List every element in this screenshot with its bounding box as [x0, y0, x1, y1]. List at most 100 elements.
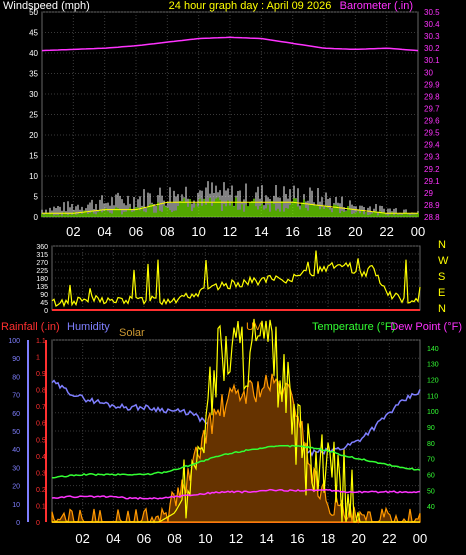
humidity-tick-label: 80 [12, 374, 20, 381]
barometer-line [41, 36, 419, 52]
temperature-tick-label: 90 [427, 425, 435, 432]
hour-label: 04 [106, 531, 120, 546]
rain-tick-label: 1 [36, 355, 40, 362]
y2-tick-label: 29.4 [424, 141, 440, 150]
y-tick-label: 45 [29, 29, 38, 38]
solar-label: Solar [119, 327, 145, 339]
hour-label: 12 [229, 531, 243, 546]
y2-tick-label: 29.5 [424, 129, 440, 138]
dew-point-line [51, 488, 421, 500]
y-tick-label: 15 [29, 152, 38, 161]
y2-tick-label: 29.8 [424, 92, 440, 101]
temperature-tick-label: 50 [427, 488, 435, 495]
hour-label: 02 [75, 531, 89, 546]
compass-label: E [438, 287, 445, 299]
temperature-label: Temperature (°F) [312, 321, 395, 333]
rain-tick-label: 0.8 [36, 388, 46, 395]
humidity-tick-label: 60 [12, 411, 20, 418]
hour-label: 16 [285, 224, 299, 239]
y2-tick-label: 29.7 [424, 104, 440, 113]
direction-tick-label: 270 [36, 260, 48, 267]
temperature-tick-label: 130 [427, 362, 439, 369]
hour-label: 18 [317, 224, 331, 239]
rain-tick-label: 0 [36, 520, 40, 527]
rain-tick-label: 0.2 [36, 487, 46, 494]
humidity-tick-label: 90 [12, 356, 20, 363]
y-tick-label: 35 [29, 70, 38, 79]
uv-line [52, 318, 420, 523]
direction-tick-label: 135 [36, 284, 48, 291]
y-tick-label: 0 [34, 213, 39, 222]
y2-tick-label: 29.2 [424, 165, 440, 174]
y2-tick-label: 29.9 [424, 80, 440, 89]
hour-label: 02 [66, 224, 80, 239]
hour-label: 10 [191, 224, 205, 239]
rain-tick-label: 0.5 [36, 437, 46, 444]
y2-tick-label: 29.1 [424, 177, 440, 186]
compass-label: S [438, 271, 445, 283]
temperature-tick-label: 80 [427, 441, 435, 448]
y2-tick-label: 28.9 [424, 201, 440, 210]
windspeed-label: Windspeed (mph) [3, 0, 90, 12]
compass-label: N [438, 239, 446, 251]
rain-tick-label: 0.1 [36, 503, 46, 510]
humidity-tick-label: 0 [16, 520, 20, 527]
humidity-tick-label: 30 [12, 465, 20, 472]
y-tick-label: 10 [29, 172, 38, 181]
humidity-label: Humidity [67, 321, 110, 333]
temperature-tick-label: 60 [427, 473, 435, 480]
y-tick-label: 5 [34, 193, 39, 202]
humidity-tick-label: 100 [8, 338, 20, 345]
humidity-tick-label: 10 [12, 502, 20, 509]
rainfall-label: Rainfall (.in) [1, 321, 60, 333]
y2-tick-label: 30.2 [424, 44, 440, 53]
y2-tick-label: 29.3 [424, 153, 440, 162]
y2-tick-label: 30.5 [424, 8, 440, 17]
y-tick-label: 20 [29, 131, 38, 140]
hour-label: 18 [321, 531, 335, 546]
wind-barometer-panel: 0 5 10 15 20 25 30 35 40 45 50 28.8 28.9 29 29.1 29.2 29… [29, 8, 440, 239]
hour-label: 20 [351, 531, 365, 546]
humidity-tick-label: 40 [12, 447, 20, 454]
chart-title: 24 hour graph day : April 09 2026 [169, 0, 332, 12]
direction-tick-label: 0 [44, 308, 48, 315]
hour-label: 16 [290, 531, 304, 546]
y-tick-label: 30 [29, 90, 38, 99]
rain-tick-label: 1.1 [36, 338, 46, 345]
y2-tick-label: 30.4 [424, 20, 440, 29]
hour-label: 22 [382, 531, 396, 546]
barometer-label: Barometer (.in) [340, 0, 413, 12]
hour-label: 08 [167, 531, 181, 546]
humidity-tick-label: 70 [12, 393, 20, 400]
hour-label: 06 [137, 531, 151, 546]
uv-label: UV [246, 321, 262, 333]
y-tick-label: 50 [29, 8, 38, 17]
humidity-tick-label: 50 [12, 429, 20, 436]
hour-label: 10 [198, 531, 212, 546]
hour-label: 14 [254, 224, 268, 239]
temperature-tick-label: 120 [427, 378, 439, 385]
y2-tick-label: 30.3 [424, 32, 440, 41]
hour-label: 20 [348, 224, 362, 239]
y2-tick-label: 30.1 [424, 56, 440, 65]
hour-label: 08 [160, 224, 174, 239]
temperature-tick-label: 100 [427, 409, 439, 416]
hour-label: 00 [413, 531, 427, 546]
hour-label: 14 [259, 531, 273, 546]
y-tick-label: 40 [29, 49, 38, 58]
rain-tick-label: 0.4 [36, 454, 46, 461]
direction-tick-label: 225 [36, 268, 48, 275]
y2-tick-label: 29 [424, 189, 433, 198]
temperature-tick-label: 140 [427, 346, 439, 353]
hour-label: 22 [379, 224, 393, 239]
humidity-tick-label: 20 [12, 484, 20, 491]
temperature-line [51, 444, 421, 479]
hour-label: 04 [97, 224, 111, 239]
direction-tick-label: 45 [40, 300, 48, 307]
rain-tick-label: 0.9 [36, 371, 46, 378]
rain-tick-label: 0.7 [36, 404, 46, 411]
temperature-humidity-panel: 010203040506070809010000.10.20.30.40.50.… [8, 318, 439, 546]
direction-tick-label: 360 [36, 244, 48, 251]
